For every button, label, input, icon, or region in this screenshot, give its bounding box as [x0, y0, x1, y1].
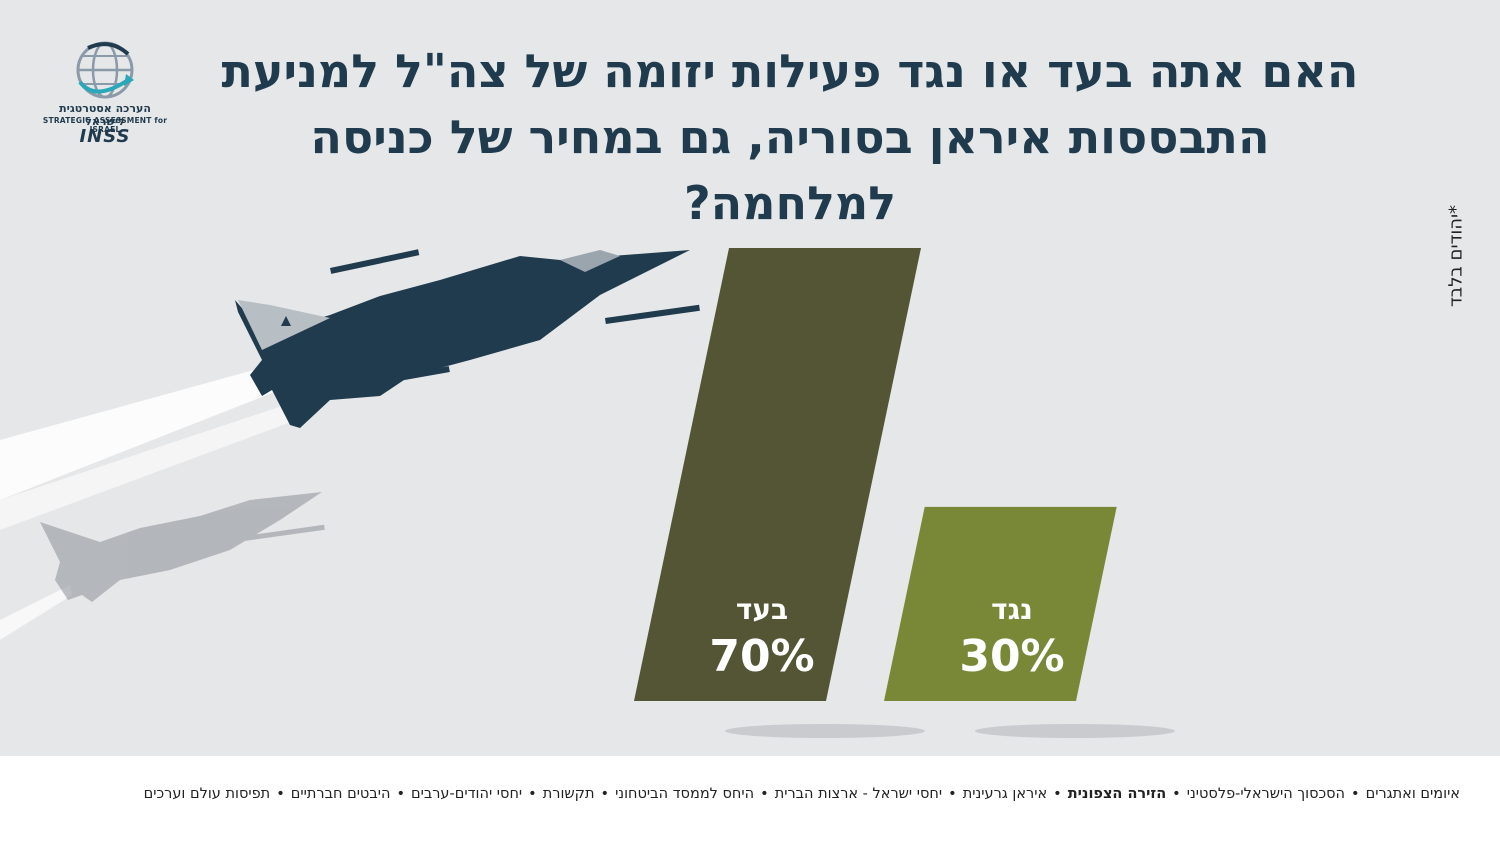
footer-separator: • — [1172, 786, 1181, 802]
bar-category-label: בעד — [736, 593, 788, 626]
contrail-1 — [0, 360, 300, 500]
footer-topic-item[interactable]: תפיסות עולם וערכים — [143, 786, 271, 802]
title-line-2: התבססות איראן בסוריה, גם במחיר של כניסה … — [310, 110, 1270, 230]
footer-topic-item[interactable]: היחס לממסד הביטחוני — [615, 786, 755, 802]
jet-secondary-icon — [40, 492, 325, 602]
globe-icon — [76, 41, 134, 99]
footer-separator: • — [396, 786, 405, 802]
bar-shadow — [975, 724, 1175, 738]
bar-value-label: 30% — [959, 631, 1064, 682]
footer-topic-item[interactable]: הסכסוך הישראלי-פלסטיני — [1186, 786, 1346, 802]
footer-topic-item[interactable]: הזירה הצפונית — [1067, 786, 1167, 802]
bar-category-label: נגד — [991, 593, 1033, 626]
footer-separator: • — [1053, 786, 1062, 802]
footer-topic-nav: איומים ואתגרים • הסכסוך הישראלי-פלסטיני • הז… — [144, 786, 1460, 802]
footer-separator: • — [948, 786, 957, 802]
footer-topic-item[interactable]: יחסי יהודים-ערבים — [411, 786, 523, 802]
footer-separator: • — [760, 786, 769, 802]
logo-hebrew-text: הערכה אסטרטגית לישראל — [59, 102, 151, 128]
bar-shadow — [725, 724, 925, 738]
logo-abbr: INSS — [79, 126, 131, 147]
footer-separator: • — [600, 786, 610, 802]
fighter-jets-illustration — [0, 249, 700, 640]
footer-bar: איומים ואתגרים • הסכסוך הישראלי-פלסטיני • הז… — [0, 756, 1500, 844]
footer-separator: • — [1351, 786, 1360, 802]
jet-main-icon — [235, 249, 700, 428]
side-note: *יהודים בלבד — [1436, 186, 1476, 326]
bar-group-0: בעד 70% — [634, 248, 925, 738]
contrail-4 — [0, 585, 72, 640]
footer-topic-item[interactable]: איומים ואתגרים — [1365, 786, 1460, 802]
footer-separator: • — [528, 786, 537, 802]
footer-topic-item[interactable]: יחסי ישראל - ארצות הברית — [774, 786, 943, 802]
bar — [884, 506, 1117, 701]
contrail-2 — [0, 400, 310, 530]
footer-topic-item[interactable]: תקשורת — [542, 786, 595, 802]
footer-topic-item[interactable]: איראן גרעינית — [962, 786, 1048, 802]
inss-logo: הערכה אסטרטגית לישראל STRATEGIC ASSESSME… — [40, 40, 170, 155]
bar-value-label: 70% — [709, 631, 814, 682]
title-line-1: האם אתה בעד או נגד פעילות יזומה של צה"ל … — [221, 44, 1359, 98]
bar-chart: בעד 70% נגד 30% — [634, 248, 1175, 738]
side-note-text: *יהודים בלבד — [1445, 204, 1467, 308]
logo-english-text: STRATEGIC ASSESSMENT for ISRAEL — [42, 116, 168, 134]
footer-separator: • — [276, 786, 285, 802]
footer-topic-item[interactable]: היבטים חברתיים — [290, 786, 391, 802]
bar-group-1: נגד 30% — [884, 506, 1175, 738]
bar — [634, 248, 921, 701]
chart-title: האם אתה בעד או נגד פעילות יזומה של צה"ל … — [200, 38, 1380, 236]
